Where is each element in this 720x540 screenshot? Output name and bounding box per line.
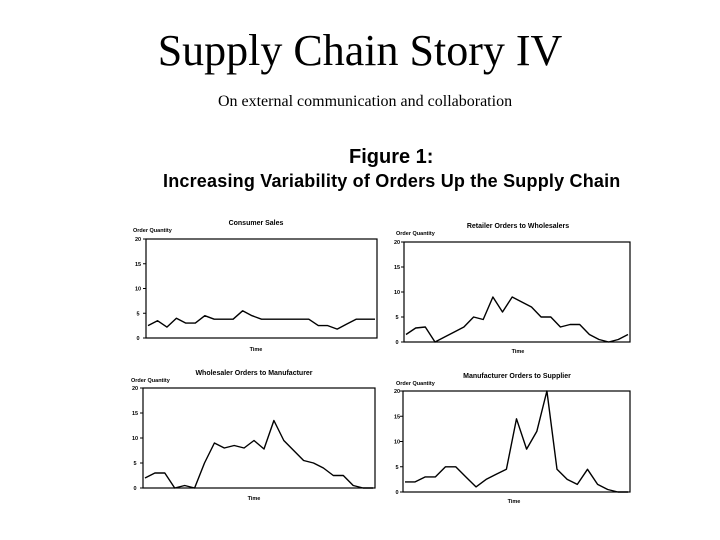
chart-1-title: Consumer Sales: [229, 220, 284, 227]
chart-1-ytick-label: 20: [135, 237, 141, 243]
chart-2-frame: [403, 241, 631, 343]
chart-4-ytick-label: 20: [394, 389, 400, 395]
chart-2-ytick-label: 20: [394, 240, 400, 246]
chart-4-ytick-label: 0: [395, 490, 398, 496]
chart-3-ytick-label: 20: [132, 386, 138, 392]
chart-4-ytick-label: 5: [395, 465, 398, 471]
chart-3-xlabel: Time: [248, 496, 261, 502]
slide-title: Supply Chain Story IV: [157, 26, 563, 75]
chart-1-ytick-label: 5: [136, 311, 139, 317]
chart-1-xlabel: Time: [250, 347, 263, 353]
chart-1-ytick-label: 15: [135, 262, 141, 268]
chart-2-ytick-label: 5: [395, 315, 398, 321]
chart-3-series-line: [144, 419, 373, 489]
chart-2-ytick-label: 15: [394, 265, 400, 271]
slide-subtitle: On external communication and collaborat…: [217, 93, 513, 110]
chart-4-ylabel: Order Quantity: [396, 381, 436, 387]
chart-1-ylabel: Order Quantity: [133, 228, 173, 234]
chart-3-ytick-label: 0: [133, 486, 136, 492]
chart-3-ylabel: Order Quantity: [131, 378, 171, 384]
chart-2-ytick-label: 0: [395, 340, 398, 346]
chart-4-frame: [402, 390, 631, 493]
chart-4-ytick-label: 10: [394, 440, 400, 446]
chart-4-series-line: [405, 390, 628, 493]
chart-4-xlabel: Time: [508, 499, 521, 505]
figure-label: Figure 1:: [349, 146, 434, 168]
chart-1-ytick-label: 10: [135, 287, 141, 293]
chart-3-ytick-label: 5: [133, 461, 136, 467]
chart-3-ytick-label: 15: [132, 411, 138, 417]
chart-2-ylabel: Order Quantity: [396, 231, 436, 237]
figure-caption: Increasing Variability of Orders Up the …: [163, 171, 621, 191]
chart-1-series-line: [147, 310, 375, 330]
chart-2-ytick-label: 10: [394, 290, 400, 296]
chart-3-frame: [142, 387, 376, 489]
chart-1-frame: [145, 238, 378, 339]
chart-4-ytick-label: 15: [394, 414, 400, 420]
chart-3-title: Wholesaler Orders to Manufacturer: [195, 370, 312, 377]
chart-2-xlabel: Time: [512, 349, 525, 355]
chart-1-ytick-label: 0: [136, 336, 139, 342]
chart-3-ytick-label: 10: [132, 436, 138, 442]
chart-2-series-line: [405, 296, 629, 343]
chart-2-title: Retailer Orders to Wholesalers: [467, 223, 569, 230]
chart-4-title: Manufacturer Orders to Supplier: [463, 373, 571, 380]
